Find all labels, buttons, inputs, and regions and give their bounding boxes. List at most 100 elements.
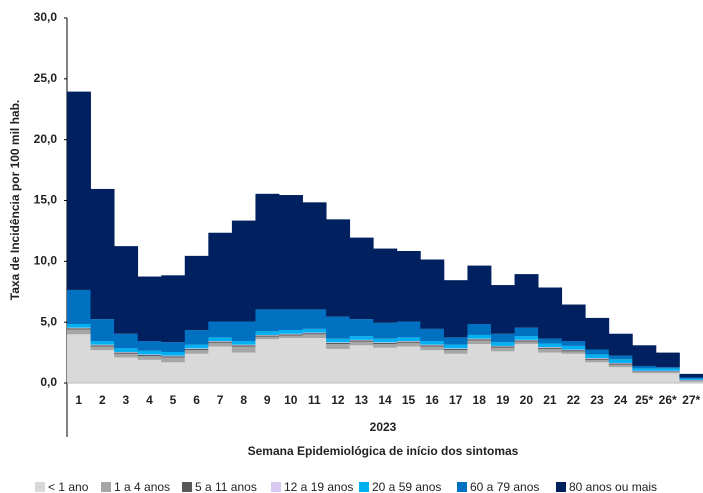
bar-segment bbox=[349, 319, 374, 337]
bar-segment bbox=[443, 350, 468, 354]
bar-segment bbox=[632, 368, 657, 371]
bar-segment bbox=[608, 359, 633, 363]
bar-segment bbox=[679, 381, 703, 382]
bar-segment bbox=[491, 285, 515, 334]
bar-segment bbox=[561, 349, 586, 351]
bar-segment bbox=[467, 344, 492, 383]
bar-segment bbox=[137, 341, 162, 351]
bar-segment bbox=[279, 195, 303, 310]
bar-segment bbox=[326, 342, 351, 343]
legend-label: 12 a 19 anos bbox=[284, 480, 353, 493]
bar-segment bbox=[514, 339, 539, 341]
bar-segment bbox=[491, 345, 515, 347]
bar-segment bbox=[208, 341, 233, 342]
x-tick-label: 12 bbox=[331, 393, 345, 407]
bar-segment bbox=[514, 344, 539, 383]
bar-segment bbox=[514, 274, 539, 328]
bar-segment bbox=[137, 354, 162, 356]
bar-segment bbox=[561, 304, 586, 342]
bar-segment bbox=[420, 344, 445, 346]
bar-segment bbox=[655, 372, 680, 374]
bar-segment bbox=[184, 350, 209, 354]
bar-segment bbox=[467, 265, 492, 324]
legend-swatch bbox=[457, 482, 467, 492]
bar-segment bbox=[184, 353, 209, 383]
bar-segment bbox=[632, 371, 657, 373]
bar-segment bbox=[114, 246, 139, 334]
bar-segment bbox=[67, 327, 91, 329]
bar-segment bbox=[208, 342, 233, 347]
bar-segment bbox=[184, 348, 209, 351]
bar-segment bbox=[679, 379, 703, 381]
bar-segment bbox=[608, 333, 633, 356]
bar-segment bbox=[67, 334, 91, 383]
y-axis-title: Taxa de Incidência por 100 mil hab. bbox=[8, 100, 22, 301]
x-tick-label: 3 bbox=[123, 393, 130, 407]
bar-segment bbox=[420, 345, 445, 347]
bar-segment bbox=[396, 250, 421, 322]
bar-segment bbox=[373, 338, 398, 343]
x-tick-label: 15 bbox=[402, 393, 416, 407]
bar-segment bbox=[655, 368, 680, 371]
bar-segment bbox=[137, 359, 162, 383]
bar-segment bbox=[443, 344, 468, 349]
bar-segment bbox=[114, 351, 139, 353]
bar-segment bbox=[67, 289, 91, 324]
bar-segment bbox=[90, 345, 115, 347]
bar-segment bbox=[255, 336, 280, 340]
y-tick-label: 25,0 bbox=[34, 71, 58, 85]
x-tick-label: 8 bbox=[240, 393, 247, 407]
bar-segment bbox=[467, 323, 492, 335]
bar-segment bbox=[302, 202, 327, 310]
legend-swatch bbox=[101, 482, 111, 492]
x-tick-label: 7 bbox=[217, 393, 224, 407]
x-tick-label: 2 bbox=[99, 393, 106, 407]
bar-segment bbox=[538, 348, 563, 353]
bar-segment bbox=[184, 255, 209, 331]
bar-segment bbox=[302, 328, 327, 333]
bar-segment bbox=[67, 329, 91, 335]
bar-segment bbox=[561, 350, 586, 352]
bar-segment bbox=[514, 327, 539, 337]
bar-segment bbox=[208, 341, 233, 343]
x-tick-label: 27* bbox=[682, 393, 700, 407]
bar-segment bbox=[114, 353, 139, 358]
x-tick-label: 24 bbox=[614, 393, 628, 407]
bar-segment bbox=[373, 248, 398, 323]
bar-segment bbox=[67, 328, 91, 330]
bar-segment bbox=[349, 339, 374, 341]
bar-segment bbox=[443, 353, 468, 383]
bar-segment bbox=[608, 362, 633, 364]
bar-segment bbox=[538, 347, 563, 349]
bar-segment bbox=[514, 340, 539, 342]
bar-segment bbox=[231, 352, 256, 383]
bar-segment bbox=[326, 342, 351, 345]
bar-segment bbox=[255, 339, 280, 383]
x-group-label: 2023 bbox=[370, 420, 397, 434]
bar-segment bbox=[279, 330, 303, 334]
bar-segment bbox=[114, 348, 139, 352]
bar-segment bbox=[655, 370, 680, 372]
bar-segment bbox=[326, 316, 351, 339]
bar-segment bbox=[161, 362, 186, 383]
bar-segment bbox=[585, 359, 610, 363]
x-tick-label: 23 bbox=[590, 393, 604, 407]
bar-segment bbox=[161, 275, 186, 343]
bar-segment bbox=[491, 346, 515, 348]
bar-segment bbox=[655, 371, 680, 373]
bar-segment bbox=[90, 344, 115, 346]
bar-segment bbox=[679, 380, 703, 382]
bar-segment bbox=[514, 336, 539, 340]
bar-segment bbox=[349, 345, 374, 383]
bar-segment bbox=[208, 321, 233, 338]
legend-swatch bbox=[35, 482, 45, 492]
bar-segment bbox=[279, 309, 303, 331]
bar-segment bbox=[90, 346, 115, 351]
bar-segment bbox=[608, 363, 633, 365]
x-tick-label: 10 bbox=[284, 393, 298, 407]
bar-segment bbox=[538, 343, 563, 348]
bar-segment bbox=[302, 334, 327, 338]
bar-segment bbox=[231, 346, 256, 353]
bar-segment bbox=[255, 334, 280, 336]
